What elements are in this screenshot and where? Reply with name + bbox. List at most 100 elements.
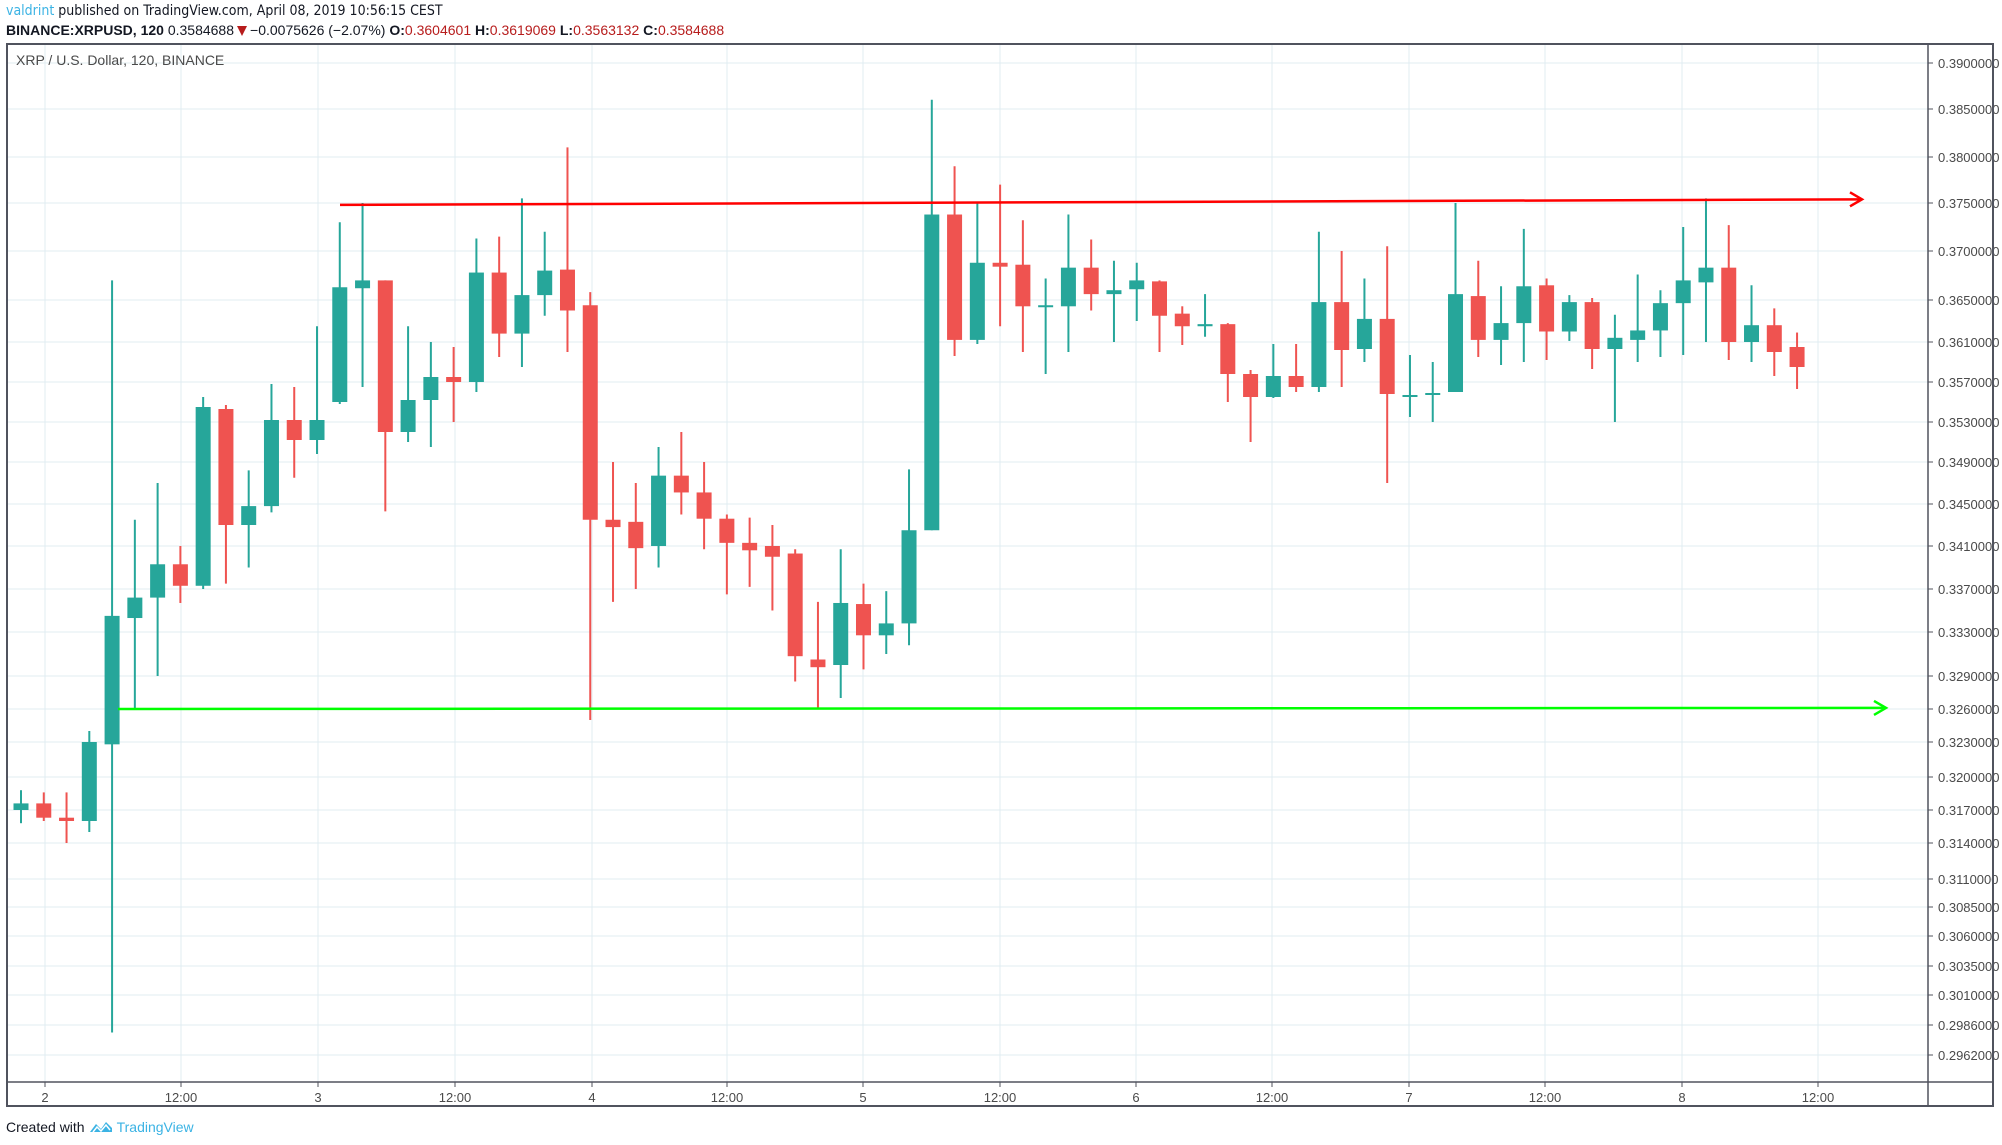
open-label: O: [389, 22, 405, 38]
candle [1425, 362, 1441, 422]
last-price: 0.3584688 [167, 22, 235, 38]
time-tick-label: 3 [314, 1090, 321, 1105]
candle [127, 519, 143, 709]
candle [491, 236, 507, 357]
candle [195, 397, 211, 589]
candle [1060, 214, 1076, 352]
candle [673, 432, 689, 515]
price-tick-label: 0.3200000 [1938, 770, 1999, 785]
candle [355, 203, 371, 387]
candle [992, 184, 1008, 327]
candle [1243, 370, 1259, 442]
price-change: −0.0075626 (−2.07%) [250, 22, 386, 38]
candle [1038, 278, 1054, 374]
price-tick-label: 0.3330000 [1938, 625, 1999, 640]
candle [1652, 290, 1668, 357]
published-text: published on TradingView.com, April 08, … [58, 3, 443, 19]
high-label: H: [475, 22, 490, 38]
arrow-head-icon [1873, 699, 1889, 716]
price-tick-label: 0.3170000 [1938, 803, 1999, 818]
candle [13, 790, 29, 824]
candle [628, 483, 644, 589]
time-tick-label: 5 [859, 1090, 866, 1105]
time-tick-label: 7 [1405, 1090, 1412, 1105]
candle [377, 280, 393, 512]
time-axis[interactable]: 2 12:00 3 12:00 4 12:00 5 12:00 6 12:00 7 12:00 8 12:… [8, 1081, 1993, 1105]
symbol-label: BINANCE:XRPUSD, 120 [6, 22, 164, 38]
price-tick-label: 0.3260000 [1938, 702, 1999, 717]
candle [833, 549, 849, 698]
candle [855, 583, 871, 670]
price-tick-label: 0.3850000 [1938, 102, 1999, 117]
price-tick-label: 0.3450000 [1938, 497, 1999, 512]
candle [901, 469, 917, 646]
price-tick-label: 0.3570000 [1938, 375, 1999, 390]
candle [1584, 298, 1600, 369]
candle [696, 462, 712, 550]
candle [1083, 239, 1099, 311]
candle [218, 405, 234, 584]
candle [332, 222, 348, 404]
candle [104, 280, 120, 1033]
footer: Created with TradingView [6, 1119, 194, 1135]
price-tick-label: 0.2962000 [1938, 1048, 1999, 1063]
candle [1152, 280, 1167, 352]
candle [1448, 203, 1464, 392]
time-tick-label: 12:00 [711, 1090, 744, 1105]
candle [1766, 308, 1782, 376]
candle [1470, 260, 1486, 357]
candle [878, 591, 894, 654]
price-tick-label: 0.3650000 [1938, 293, 1999, 308]
candle [764, 525, 780, 611]
high-value: 0.3619069 [489, 22, 556, 38]
candle [36, 792, 52, 821]
price-tick-label: 0.3700000 [1938, 244, 1999, 259]
tradingview-logo-icon [89, 1122, 112, 1133]
candle [651, 447, 667, 568]
price-tick-label: 0.3110000 [1938, 872, 1999, 887]
candle [1015, 220, 1031, 352]
candles [13, 99, 1805, 1033]
time-tick-label: 6 [1132, 1090, 1139, 1105]
time-tick-label: 12:00 [1529, 1090, 1562, 1105]
resistance-line[interactable] [339, 191, 1865, 208]
time-tick-label: 4 [588, 1090, 595, 1105]
candle [1265, 344, 1281, 398]
close-value: 0.3584688 [657, 22, 725, 38]
candle [263, 384, 279, 513]
candle [1334, 251, 1350, 387]
candle [1493, 286, 1509, 365]
candle [969, 203, 985, 344]
price-tick-label: 0.3800000 [1938, 150, 1999, 165]
candle [1129, 262, 1145, 321]
time-tick-label: 2 [41, 1090, 48, 1105]
candle [1402, 355, 1418, 417]
price-tick-label: 0.3230000 [1938, 735, 1999, 750]
candle [1356, 278, 1372, 362]
low-label: L: [559, 22, 574, 38]
author-link[interactable]: valdrint [6, 3, 55, 19]
candle [719, 514, 735, 595]
candle [1675, 227, 1691, 355]
candle [1106, 260, 1122, 342]
candle [1607, 314, 1623, 422]
close-label: C: [643, 22, 658, 38]
candle [59, 792, 75, 843]
candle [1744, 285, 1760, 362]
candle [309, 326, 325, 454]
support-line[interactable] [117, 699, 1889, 716]
time-tick-label: 12:00 [1802, 1090, 1835, 1105]
price-tick-label: 0.3140000 [1938, 836, 1999, 851]
candle [742, 517, 758, 587]
trend-lines[interactable] [117, 191, 1889, 716]
tradingview-brand-link[interactable]: TradingView [116, 1119, 194, 1135]
candle [924, 99, 940, 531]
candle [1311, 231, 1327, 392]
price-tick-label: 0.3530000 [1938, 415, 1999, 430]
candle [400, 326, 416, 442]
price-axis[interactable]: 0.3900000 0.3850000 0.3800000 0.3750000 0.37… [1927, 45, 1999, 1107]
chart-legend: XRP / U.S. Dollar, 120, BINANCE [16, 52, 225, 68]
candle [468, 238, 484, 392]
candle [1288, 344, 1304, 392]
